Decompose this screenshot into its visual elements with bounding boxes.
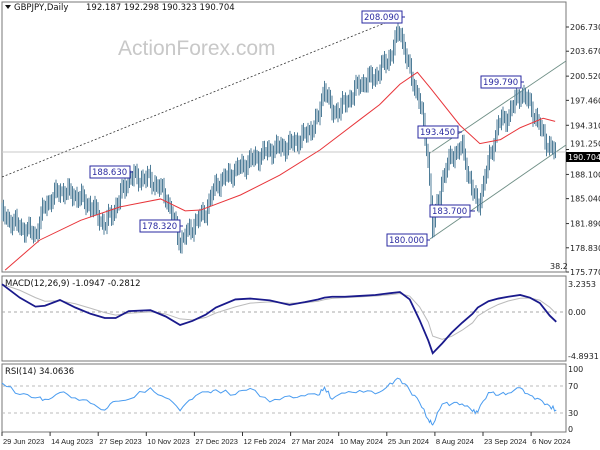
svg-text:178.320: 178.320 [142,222,177,232]
price-tick-label: 175.770 [570,268,600,277]
price-panel [1,1,567,273]
time-tick-label: 29 Jun 2023 [3,437,44,446]
time-tick-label: 8 Aug 2024 [436,437,474,446]
rsi-tick-30: 30 [568,409,578,418]
price-tick-label: 178.830 [570,244,600,253]
price-tick-label: 197.460 [570,96,600,105]
svg-text:183.700: 183.700 [432,207,467,217]
time-tick-label: 10 May 2024 [340,437,383,446]
header: GBPJPY,Daily 192.187 192.298 190.323 190… [5,3,235,13]
time-tick-label: 27 Mar 2024 [292,437,334,446]
macd-tick-bottom: -4.8931 [568,352,599,361]
last-price-label: 190.704 [568,153,600,162]
ohlc-values: 192.187 192.298 190.323 190.704 [86,3,235,13]
annotation-180000[interactable]: 180.000 [386,233,430,247]
price-tick-label: 200.520 [570,72,600,81]
channel-lower-line[interactable] [429,144,567,240]
time-tick-label: 27 Dec 2023 [195,437,238,446]
annotation-199790[interactable]: 199.790 [480,75,524,89]
moving-average-line [4,71,556,271]
macd-panel [1,275,567,362]
price-tick-label: 188.100 [570,170,600,179]
time-tick-label: 6 Nov 2024 [532,437,570,446]
time-tick-label: 14 Aug 2023 [51,437,93,446]
dropdown-triangle-icon[interactable] [5,5,11,9]
svg-text:180.000: 180.000 [389,236,424,246]
time-tick-label: 25 Jun 2024 [388,437,429,446]
time-axis: 29 Jun 2023 14 Aug 2023 27 Sep 2023 10 Nov … [1,432,570,446]
price-tick-label: 194.310 [570,121,600,130]
rsi-panel [1,363,567,433]
svg-text:208.090: 208.090 [364,13,399,23]
macd-line [1,283,557,355]
price-tick-label: 203.670 [570,47,600,56]
rsi-line [1,377,557,426]
price-axis: 206.730 203.670 200.520 197.460 194.310 191.2… [566,23,600,277]
time-tick-label: 27 Sep 2023 [99,437,142,446]
svg-text:188.630: 188.630 [92,168,127,178]
macd-signal-line [1,283,557,340]
rsi-tick-70: 70 [568,382,578,391]
annotation-183700[interactable]: 183.700 [429,204,475,218]
rsi-tick-100: 100 [568,365,583,374]
rsi-title: RSI(14) 34.0636 [5,367,74,377]
last-price-box [566,152,600,162]
price-tick-label: 181.890 [570,220,600,229]
macd-tick-zero: 0.00 [568,308,586,317]
rsi-tick-0: 0 [568,425,573,434]
price-tick-label: 206.730 [570,23,600,32]
svg-text:193.450: 193.450 [420,128,455,138]
macd-title: MACD(12,26,9) -1.0947 -0.2812 [5,279,141,289]
svg-text:199.790: 199.790 [483,78,518,88]
price-tick-label: 185.040 [570,195,600,204]
fib-label: 38.2 [550,262,568,271]
annotation-208090[interactable]: 208.090 [361,10,405,24]
symbol-label: GBPJPY,Daily [14,3,68,13]
time-tick-label: 23 Sep 2024 [484,437,527,446]
watermark: ActionForex.com [118,37,276,60]
annotation-193450[interactable]: 193.450 [417,125,462,139]
price-tick-label: 191.250 [570,140,600,149]
annotation-188630[interactable]: 188.630 [89,165,133,179]
macd-tick-top: 3.2353 [568,280,596,289]
time-tick-label: 12 Feb 2024 [244,437,286,446]
time-tick-label: 10 Nov 2023 [147,437,190,446]
long-dotted-trendline[interactable] [1,16,401,178]
annotation-178320[interactable]: 178.320 [139,219,183,233]
